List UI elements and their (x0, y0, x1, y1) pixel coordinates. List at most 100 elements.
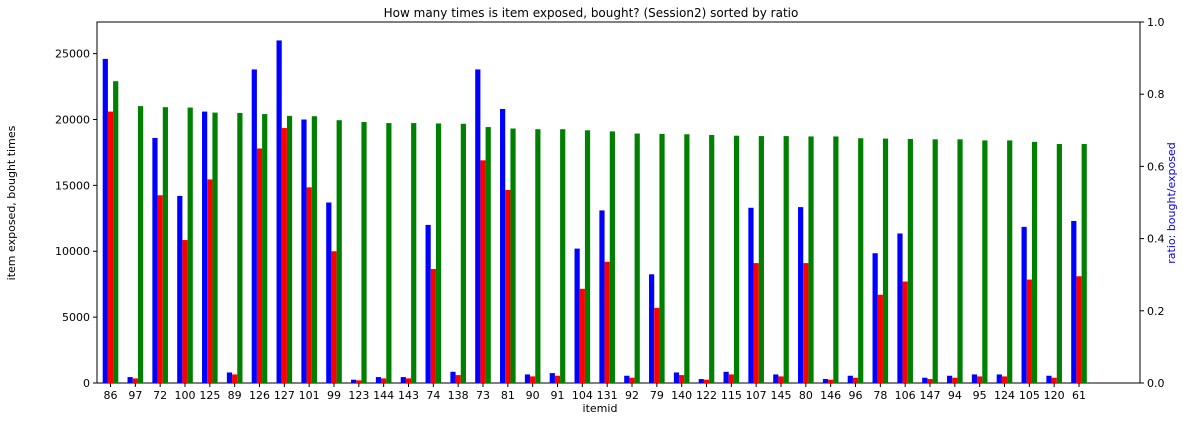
bar-series3-125 (212, 112, 218, 384)
bar-series3-122 (709, 134, 715, 383)
bar-series2-96 (852, 377, 859, 383)
x-tick-label: 146 (820, 389, 841, 402)
y2-tick-label: 0.8 (1147, 88, 1165, 101)
bar-series3-74 (435, 123, 442, 383)
right-axis: 0.0 0.2 0.4 0.6 0.8 1.0 (1140, 16, 1165, 390)
bar-series2-79 (654, 307, 660, 383)
y-tick-label: 20000 (55, 113, 90, 126)
x-tick-label: 100 (175, 389, 196, 402)
bar-series1-120 (1046, 375, 1052, 383)
bar-series2-80 (803, 263, 809, 383)
bar-series1-140 (673, 372, 680, 383)
bar-series2-101 (306, 187, 312, 383)
bar-series1-115 (723, 371, 729, 383)
x-tick-label: 80 (799, 389, 813, 402)
x-tick-label: 90 (526, 389, 540, 402)
bar-series1-143 (400, 377, 406, 383)
bar-series3-101 (311, 116, 317, 383)
bar-series3-79 (659, 133, 665, 383)
bar-series1-86 (102, 58, 108, 383)
bar-series1-61 (1071, 220, 1077, 383)
bar-series2-86 (107, 111, 114, 383)
bar-series2-120 (1051, 377, 1057, 383)
bar-series3-95 (982, 140, 988, 383)
bar-series3-124 (1007, 140, 1013, 383)
x-tick-label: 138 (448, 389, 469, 402)
bar-series2-144 (381, 378, 387, 383)
bar-series3-145 (783, 136, 789, 383)
bar-series1-96 (847, 375, 853, 383)
bar-series2-61 (1076, 276, 1082, 383)
bar-series1-92 (624, 375, 630, 383)
bar-series2-124 (1001, 376, 1008, 383)
bar-series3-107 (758, 136, 764, 383)
x-tick-label: 97 (128, 389, 142, 402)
x-tick-label: 104 (572, 389, 593, 402)
x-tick-label: 107 (746, 389, 767, 402)
y-axis-label: item exposed, bought times (5, 125, 18, 280)
x-tick-label: 145 (771, 389, 792, 402)
bar-series2-78 (877, 294, 883, 383)
x-tick-label: 126 (249, 389, 270, 402)
y2-tick-label: 0.0 (1147, 377, 1165, 390)
bar-series1-107 (748, 207, 754, 383)
bars-layer (102, 40, 1087, 384)
bar-series2-94 (952, 377, 958, 383)
x-tick-label: 124 (994, 389, 1015, 402)
bar-series3-131 (609, 131, 615, 383)
bar-series1-95 (971, 374, 978, 383)
bar-series1-89 (226, 372, 233, 383)
y-tick-label: 15000 (55, 179, 90, 192)
bar-series2-73 (480, 160, 486, 383)
bar-series3-100 (187, 107, 193, 383)
bar-series3-115 (733, 135, 740, 383)
x-tick-label: 95 (973, 389, 987, 402)
bar-series2-143 (405, 378, 412, 383)
bar-series2-147 (927, 379, 933, 383)
bar-series2-123 (356, 380, 362, 383)
bar-series2-107 (753, 263, 759, 383)
bar-series1-126 (251, 69, 257, 384)
bar-series1-81 (500, 108, 506, 384)
bar-series3-138 (460, 123, 466, 384)
bar-series3-143 (411, 123, 417, 383)
plot-frame (96, 21, 1141, 384)
bar-series3-96 (858, 138, 864, 383)
x-tick-label: 140 (671, 389, 692, 402)
y-tick-label: 5000 (62, 311, 90, 324)
bar-series1-131 (599, 210, 605, 383)
bar-series3-81 (510, 128, 516, 383)
bar-series3-120 (1056, 144, 1062, 383)
bar-series2-140 (679, 375, 685, 383)
chart-title: How many times is item exposed, bought? … (384, 6, 799, 20)
bar-series1-123 (351, 379, 357, 383)
x-tick-label: 78 (873, 389, 887, 402)
bar-series1-101 (301, 119, 307, 383)
bar-series2-146 (828, 379, 834, 383)
bar-series2-138 (455, 375, 461, 383)
bar-series3-61 (1081, 144, 1087, 383)
x-tick-label: 72 (153, 389, 167, 402)
bar-series1-100 (177, 195, 183, 383)
bar-series1-144 (375, 377, 382, 383)
bar-series2-115 (728, 374, 734, 383)
y2-tick-label: 0.2 (1147, 305, 1165, 318)
bar-series1-79 (649, 274, 655, 383)
bar-series2-74 (430, 269, 436, 383)
bar-series2-95 (977, 376, 983, 383)
x-tick-label: 92 (625, 389, 639, 402)
y-tick-label: 10000 (55, 245, 90, 258)
bar-series1-78 (872, 253, 878, 383)
bar-series1-125 (202, 111, 208, 383)
bar-series3-89 (237, 112, 243, 383)
x-tick-label: 123 (348, 389, 369, 402)
bar-series1-94 (947, 375, 953, 383)
bar-series1-73 (475, 69, 481, 384)
x-tick-label: 91 (551, 389, 565, 402)
y2-tick-label: 1.0 (1147, 16, 1165, 29)
bar-series2-127 (281, 128, 287, 383)
y2-tick-label: 0.6 (1147, 160, 1165, 173)
bar-series1-80 (798, 207, 804, 383)
x-tick-label: 106 (895, 389, 916, 402)
bar-series3-80 (808, 136, 814, 383)
